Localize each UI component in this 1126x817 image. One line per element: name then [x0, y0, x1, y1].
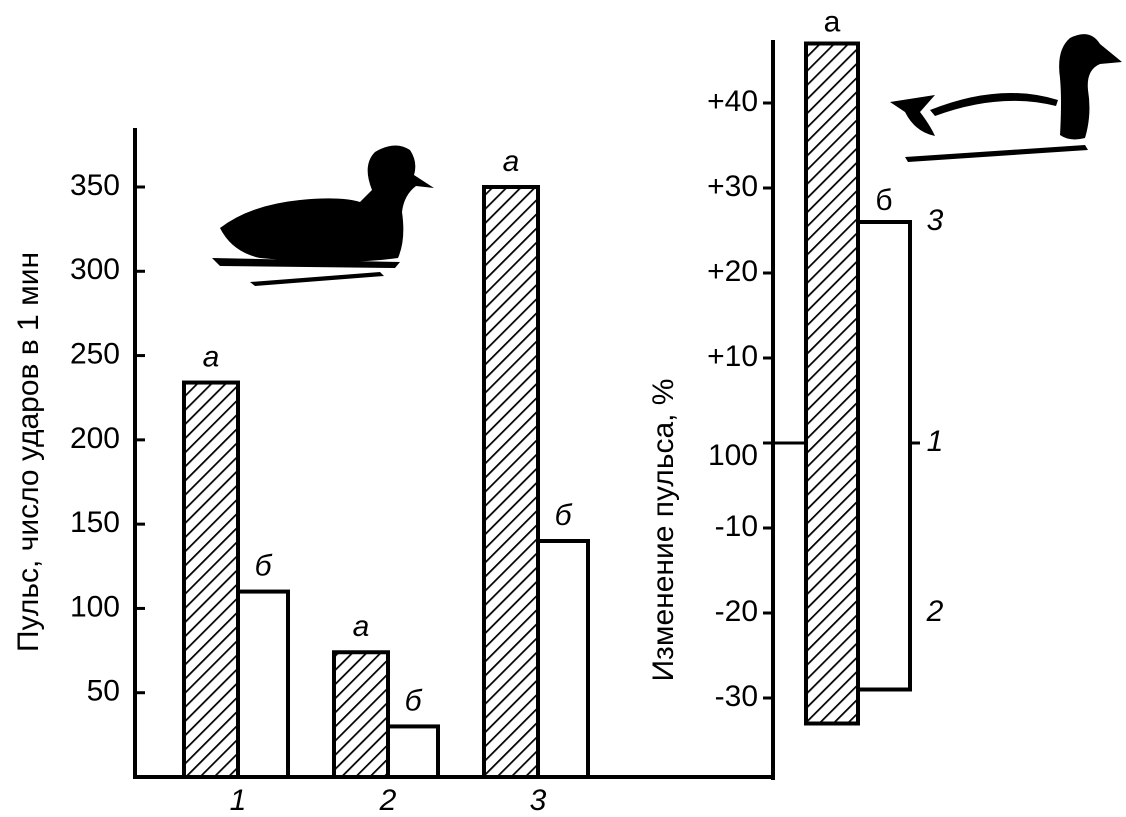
annotation: 2 [926, 595, 944, 628]
y-tick-label: +20 [707, 255, 758, 288]
bar-label: б [405, 684, 423, 717]
y-tick-label: 250 [70, 337, 120, 370]
annotation: 1 [927, 425, 944, 458]
bar-label: а [203, 340, 220, 373]
x-tick-label: 3 [530, 784, 547, 817]
bar [484, 187, 538, 777]
y-axis-title: Пульс, число ударов в 1 мин [12, 252, 45, 652]
y-tick-label: 50 [87, 675, 120, 708]
bar-label: б [555, 499, 573, 532]
y-tick-label: -30 [715, 680, 758, 713]
annotation: 3 [927, 204, 944, 237]
y-tick-label: 300 [70, 253, 120, 286]
bar [538, 541, 588, 777]
bar [334, 652, 388, 777]
chart: Пульс, число ударов в 1 мин 50 100 150 200 2… [0, 0, 1126, 817]
bar [184, 383, 238, 777]
y-tick-label: 200 [70, 422, 120, 455]
bar-label: а [824, 5, 841, 38]
y-tick-label: 100 [70, 590, 120, 623]
y-axis-title: Изменение пульса, % [647, 379, 680, 682]
bar [388, 726, 438, 777]
y-tick-label: +40 [707, 85, 758, 118]
pulse-change-chart: Изменение пульса, % +40 +30 +20 +10 100 -10 -2… [647, 5, 944, 780]
duck-left [212, 145, 434, 286]
bar-label: б [875, 184, 892, 217]
x-tick-label: 1 [230, 784, 247, 817]
y-tick-label: 150 [70, 506, 120, 539]
y-tick-label: 100 [708, 439, 758, 472]
bar-label: б [255, 549, 273, 582]
y-tick-label: 350 [70, 169, 120, 202]
range-bar [806, 44, 858, 724]
y-tick-label: +30 [707, 170, 758, 203]
bar-label: а [503, 145, 520, 178]
page: Пульс, число ударов в 1 мин 50 100 150 200 2… [0, 0, 1126, 817]
y-tick-label: -10 [715, 510, 758, 543]
range-bar [858, 222, 910, 690]
y-tick-label: +10 [707, 340, 758, 373]
bar [238, 592, 288, 777]
x-tick-label: 2 [379, 784, 397, 817]
y-tick-label: -20 [715, 595, 758, 628]
bar-label: а [353, 610, 370, 643]
duck-right [890, 34, 1122, 162]
